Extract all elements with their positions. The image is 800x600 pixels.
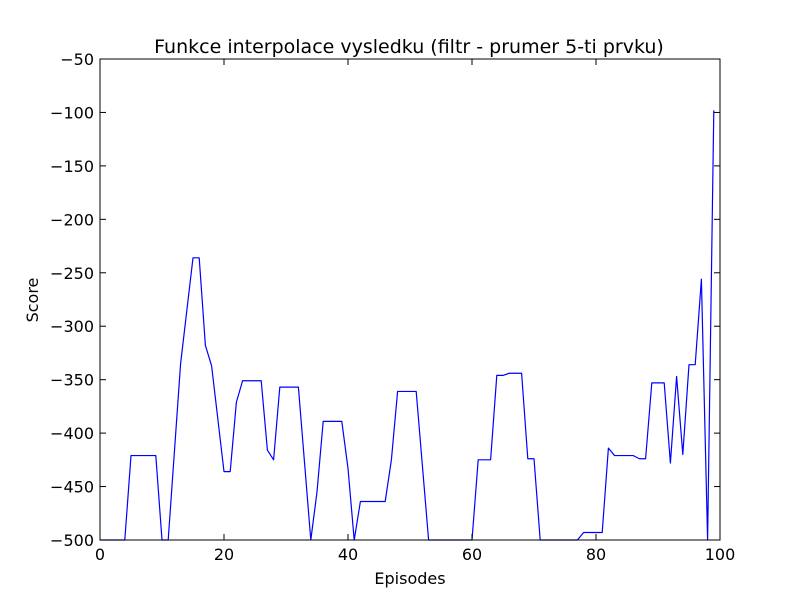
plot-frame [99, 58, 721, 541]
y-tick-label: −450 [50, 478, 94, 497]
y-tick-label: −50 [60, 50, 94, 69]
y-tick-label: −300 [50, 317, 94, 336]
series-line [100, 110, 715, 541]
y-tick-label: −200 [50, 210, 94, 229]
x-axis-label: Episodes [374, 569, 445, 588]
x-tick-label: 100 [705, 545, 736, 564]
y-tick-label: −100 [50, 103, 94, 122]
axis-ticks: 0 20 40 60 80 100 −500 −450 −400 −350 −300 −250 −200… [50, 50, 735, 564]
y-tick-label: −400 [50, 424, 94, 443]
y-axis-label: Score [23, 278, 42, 323]
plot-area [100, 110, 715, 541]
y-tick-label: −350 [50, 371, 94, 390]
x-tick-label: 0 [95, 545, 105, 564]
y-tick-label: −250 [50, 264, 94, 283]
y-tick-label: −500 [50, 531, 94, 550]
x-tick-label: 40 [338, 545, 358, 564]
x-tick-label: 80 [586, 545, 606, 564]
chart-title: Funkce interpolace vysledku (filtr - pru… [154, 36, 664, 58]
x-tick-label: 60 [462, 545, 482, 564]
y-tick-label: −150 [50, 157, 94, 176]
x-tick-label: 20 [214, 545, 234, 564]
